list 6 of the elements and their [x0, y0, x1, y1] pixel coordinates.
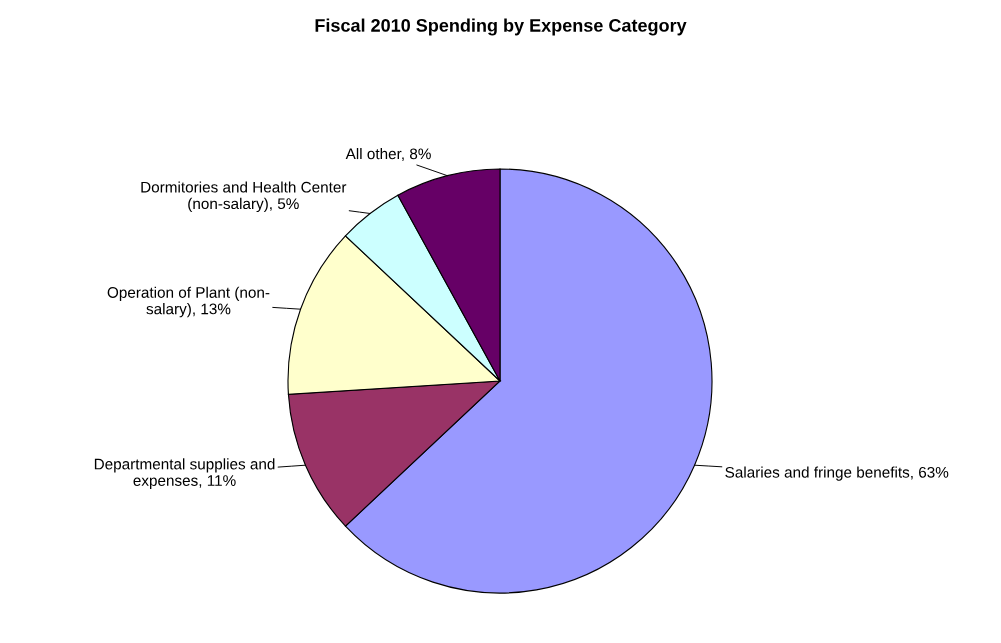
slice-label: Salaries and fringe benefits, 63% — [725, 466, 949, 481]
chart-title: Fiscal 2010 Spending by Expense Category — [315, 18, 687, 36]
slice-label: Operation of Plant (non-salary), 13% — [107, 286, 270, 318]
slice-label: All other, 8% — [345, 148, 431, 162]
slice-label: Departmental supplies and expenses, 11% — [94, 458, 275, 489]
slice-label: Dormitories and Health Center (non-salary), 5% — [141, 181, 347, 213]
